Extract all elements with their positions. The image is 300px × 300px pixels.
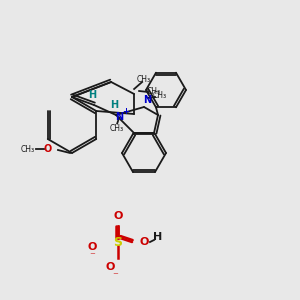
Text: CH₃: CH₃ xyxy=(110,124,124,133)
Text: N: N xyxy=(115,112,123,122)
Text: O: O xyxy=(113,211,123,221)
Text: H: H xyxy=(153,232,163,242)
Text: CH₃: CH₃ xyxy=(137,76,151,85)
Text: H: H xyxy=(110,100,118,110)
Text: H: H xyxy=(88,90,96,100)
Text: ⁻: ⁻ xyxy=(112,271,118,281)
Text: O: O xyxy=(44,144,52,154)
Text: CH₃: CH₃ xyxy=(21,145,35,154)
Text: N: N xyxy=(143,95,151,105)
Text: O: O xyxy=(139,237,149,247)
Text: +: + xyxy=(122,107,129,116)
Text: O: O xyxy=(87,242,97,252)
Text: S: S xyxy=(113,236,122,248)
Text: CH₃: CH₃ xyxy=(147,88,161,97)
Text: ⁻: ⁻ xyxy=(89,251,95,261)
Text: CH₃: CH₃ xyxy=(153,91,167,100)
Text: O: O xyxy=(105,262,115,272)
